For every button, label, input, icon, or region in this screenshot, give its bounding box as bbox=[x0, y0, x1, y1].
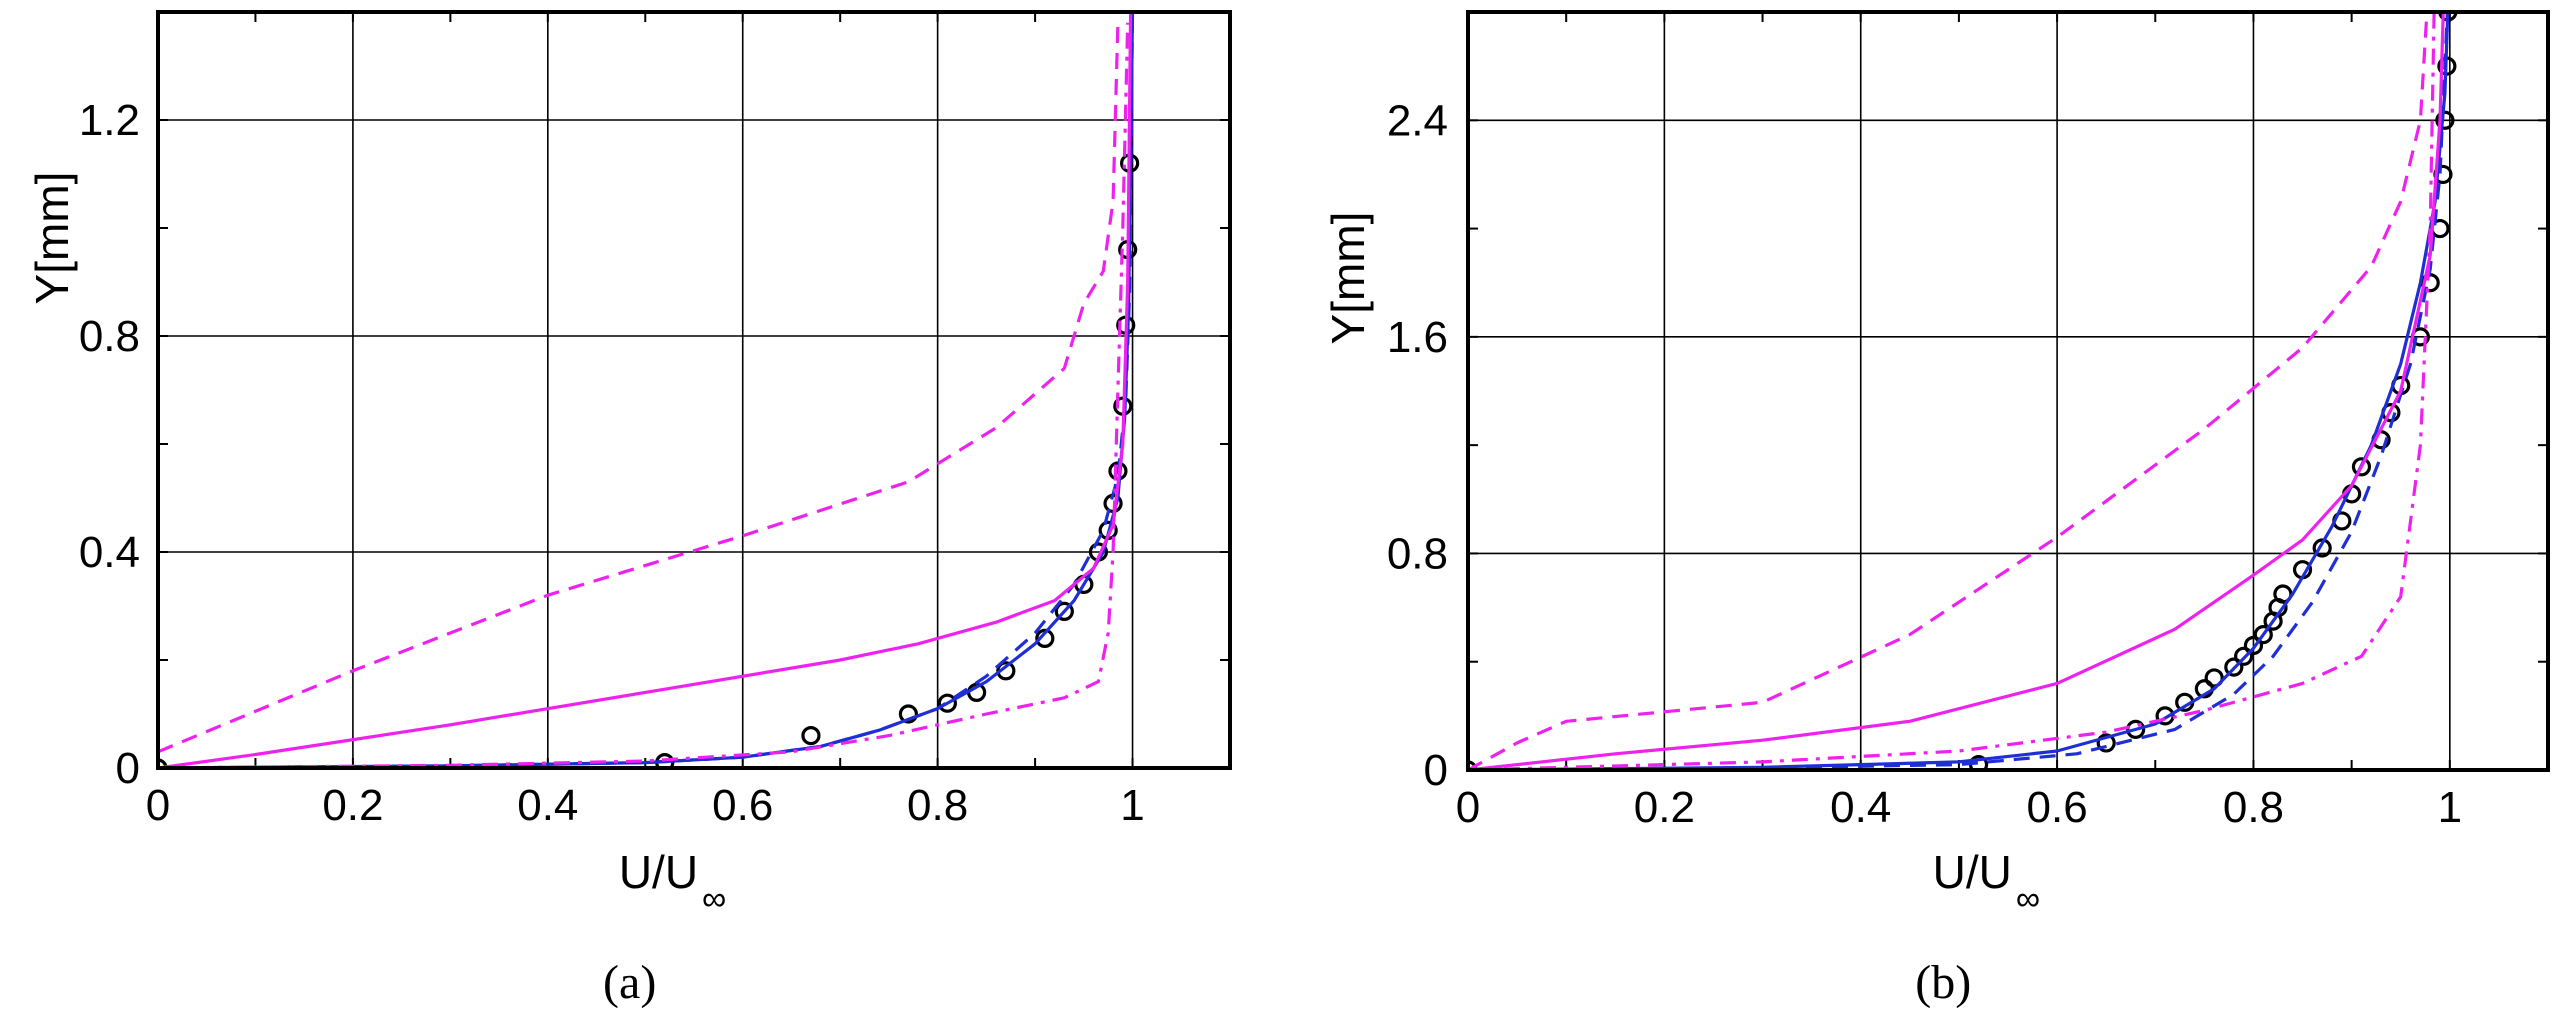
x-tick-label: 0.8 bbox=[907, 781, 968, 830]
x-tick-label: 1 bbox=[2438, 783, 2462, 832]
x-axis-title: U/U∞ bbox=[619, 846, 726, 918]
series-line-dashdot bbox=[1468, 12, 2436, 770]
y-tick-label: 2.4 bbox=[1387, 96, 1448, 145]
panel-caption: (b) bbox=[1915, 956, 1971, 1009]
data-point-marker bbox=[898, 704, 919, 724]
x-axis-title-main: U/U bbox=[619, 846, 698, 898]
data-point-marker bbox=[2435, 110, 2455, 130]
data-point-marker bbox=[2253, 625, 2273, 645]
data-point-marker bbox=[2224, 657, 2244, 677]
data-point-marker bbox=[1054, 601, 1074, 622]
y-tick-label: 1.2 bbox=[79, 96, 140, 145]
data-point-marker bbox=[801, 725, 821, 746]
y-tick-label: 0.8 bbox=[79, 312, 140, 361]
series-line-dashdot bbox=[158, 22, 1130, 768]
panel-a-chart: 0 0.2 0.4 0.6 0.8 1 0 0.4 0.8 1.2 U/U∞ Y[mm] (a) bbox=[26, 10, 1232, 1009]
data-point-marker bbox=[937, 693, 957, 713]
x-axis-title: U/U∞ bbox=[1933, 846, 2040, 918]
x-tick-label: 0.2 bbox=[1634, 783, 1695, 832]
series-line-solid bbox=[158, 12, 1135, 768]
y-tick-label: 0 bbox=[116, 744, 140, 793]
series-line-dashed bbox=[158, 12, 1135, 768]
x-tick-label: 0.6 bbox=[712, 781, 773, 830]
data-point-marker bbox=[1035, 628, 1055, 649]
data-point-marker bbox=[2234, 646, 2254, 666]
x-tick-label: 0.6 bbox=[2027, 783, 2088, 832]
x-tick-label: 0 bbox=[1456, 783, 1480, 832]
panel-b-chart: 0 0.2 0.4 0.6 0.8 1 0 0.8 1.6 2.4 U/U∞ Y[mm] (b) bbox=[1322, 10, 2550, 1009]
series-line-solid bbox=[1468, 12, 2445, 770]
data-point-marker bbox=[2243, 635, 2264, 656]
data-point-marker bbox=[2126, 719, 2146, 739]
plot-frame bbox=[156, 10, 1232, 770]
y-axis-title: Y[mm] bbox=[26, 172, 78, 305]
x-axis-title-subscript: ∞ bbox=[702, 880, 726, 918]
y-tick-label: 0.8 bbox=[1387, 529, 1448, 578]
y-tick-label: 1.6 bbox=[1387, 313, 1448, 362]
plot-frame bbox=[1466, 10, 2550, 772]
x-axis-title-main: U/U bbox=[1933, 846, 2012, 898]
x-tick-label: 0.4 bbox=[517, 781, 578, 830]
series-line-solid bbox=[1468, 12, 2450, 770]
panel-caption: (a) bbox=[603, 956, 656, 1009]
series-line-dashed bbox=[158, 22, 1120, 754]
data-point-marker bbox=[2351, 457, 2372, 477]
y-tick-label: 0.4 bbox=[79, 528, 140, 577]
x-tick-label: 0.8 bbox=[2223, 783, 2284, 832]
series-line-dashed bbox=[1468, 12, 2449, 770]
data-point-marker bbox=[2204, 668, 2224, 688]
x-tick-label: 0 bbox=[146, 781, 170, 830]
series-line-solid bbox=[158, 12, 1133, 768]
data-point-marker bbox=[2096, 733, 2116, 753]
x-tick-label: 0.4 bbox=[1830, 783, 1891, 832]
y-tick-label: 0 bbox=[1424, 746, 1448, 795]
x-tick-label: 0.2 bbox=[322, 781, 383, 830]
x-tick-label: 1 bbox=[1120, 781, 1144, 830]
series-line-dashed bbox=[1468, 12, 2429, 770]
x-axis-title-subscript: ∞ bbox=[2016, 880, 2040, 918]
data-point-marker bbox=[2312, 538, 2332, 558]
y-axis-title: Y[mm] bbox=[1322, 212, 1374, 345]
